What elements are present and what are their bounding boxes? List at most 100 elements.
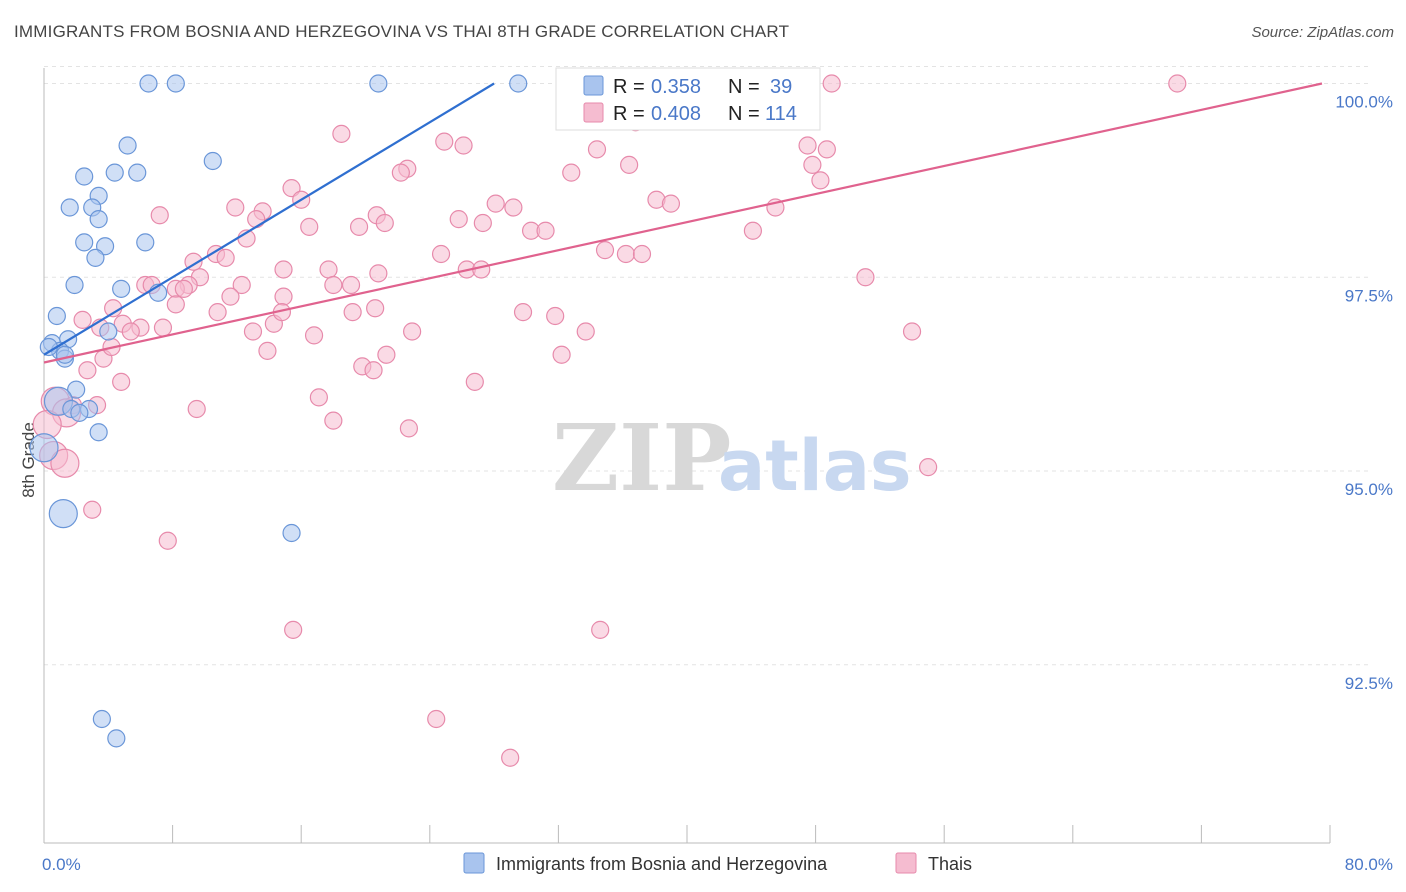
thai-point-23 [150,206,169,225]
legend-r-value-blue: 0.358 [651,76,701,98]
thai-point-61 [343,303,362,322]
y-tick-label-1: 95.0% [1345,480,1393,499]
thai-point-83 [78,361,97,380]
thai-point-72 [243,322,263,341]
bosnia-point-16 [86,248,105,267]
bosnia-point-18 [112,279,131,298]
thai-point-76 [902,322,922,341]
legend-n-label-blue: N = [728,76,760,98]
bosnia-trend-line [43,82,495,356]
thai-point-92 [324,411,343,430]
bosnia-point-13 [75,233,94,252]
bosnia-point-7 [105,163,124,182]
thai-point-3 [1168,74,1187,93]
thai-point-99 [158,531,177,550]
watermark-zip: ZIP [552,404,731,512]
thais-points [32,74,1187,767]
bosnia-point-38 [29,433,59,463]
grid-lines [44,66,1370,666]
bosnia-point-22 [99,322,118,341]
thai-point-73 [304,326,324,345]
bosnia-point-6 [75,167,94,186]
legend-n-value-blue: 39 [770,76,792,98]
thai-point-52 [174,279,193,298]
thai-point-100 [284,620,303,639]
x-tick-label-start: 0.0% [42,855,81,874]
thai-point-64 [208,303,227,322]
thai-point-104 [661,194,681,213]
thai-point-103 [501,748,520,767]
thai-point-107 [620,155,639,174]
thai-point-54 [324,275,343,295]
thai-point-58 [166,295,185,314]
thai-point-77 [258,341,277,360]
bosnia-point-2 [369,74,388,93]
y-tick-label-3: 100.0% [1335,93,1393,112]
thai-point-46 [856,268,875,287]
bosnia-point-32 [70,403,89,422]
thai-point-38 [431,244,451,264]
thai-point-40 [472,260,491,279]
thai-point-79 [377,345,396,364]
thai-point-33 [536,221,555,240]
x-tick-label-end: 80.0% [1345,855,1393,874]
thai-point-2 [822,74,841,93]
bosnia-point-37 [107,729,126,748]
stats-legend: R = 0.358 N = 39 R = 0.408 N = 114 [555,67,821,131]
thai-point-7 [454,136,473,155]
thai-point-85 [465,372,484,391]
bosnia-point-1 [166,74,185,93]
thai-point-6 [435,132,454,151]
bosnia-point-10 [60,198,79,217]
thai-point-19 [504,198,523,217]
series-legend-label-bosnia: Immigrants from Bosnia and Herzegovina [496,854,828,874]
thai-point-63 [546,306,565,326]
thai-point-30 [300,217,319,236]
thai-point-37 [216,248,235,267]
y-tick-label-2: 97.5% [1345,286,1393,305]
legend-r-label-blue: R = [613,76,645,98]
bosnia-point-35 [282,523,301,543]
legend-r-label-pink: R = [613,103,645,125]
thai-point-71 [121,322,140,341]
bosnia-point-0 [139,74,158,93]
thai-point-34 [595,241,615,260]
thai-point-56 [221,287,240,306]
bosnia-point-17 [65,275,84,295]
bosnia-point-27 [55,345,74,364]
legend-r-value-pink: 0.408 [651,103,701,125]
bosnia-point-5 [203,151,222,171]
thai-point-13 [562,163,581,182]
bosnia-point-33 [89,423,108,442]
bosnia-point-28 [67,380,86,399]
thai-point-62 [513,303,533,322]
bosnia-point-8 [128,163,147,182]
bosnia-point-3 [509,74,528,93]
bosnia-point-14 [136,233,155,252]
thai-point-43 [274,260,293,279]
thai-point-57 [274,287,293,306]
thai-point-105 [743,221,763,240]
legend-n-value-pink: 114 [765,103,797,125]
thai-point-28 [473,213,492,233]
legend-swatch-pink [583,102,604,123]
thai-point-26 [375,213,394,233]
thai-point-82 [364,361,383,380]
bosnia-point-15 [95,237,115,256]
bosnia-point-12 [89,210,108,229]
y-tick-label-0: 92.5% [1345,674,1393,693]
thai-point-74 [403,322,422,341]
thai-point-90 [187,399,206,419]
thai-point-27 [449,210,468,229]
legend-n-label-pink: N = [728,103,760,125]
thai-point-24 [247,210,266,229]
thai-point-18 [486,194,505,213]
thai-point-45 [369,264,388,283]
source-credit: Source: ZipAtlas.com [1251,24,1394,41]
bosnia-point-20 [47,306,66,326]
thai-trend-line [43,82,1323,364]
thai-point-10 [798,136,817,155]
thai-point-21 [226,198,245,217]
bosnia-point-34 [48,499,78,529]
